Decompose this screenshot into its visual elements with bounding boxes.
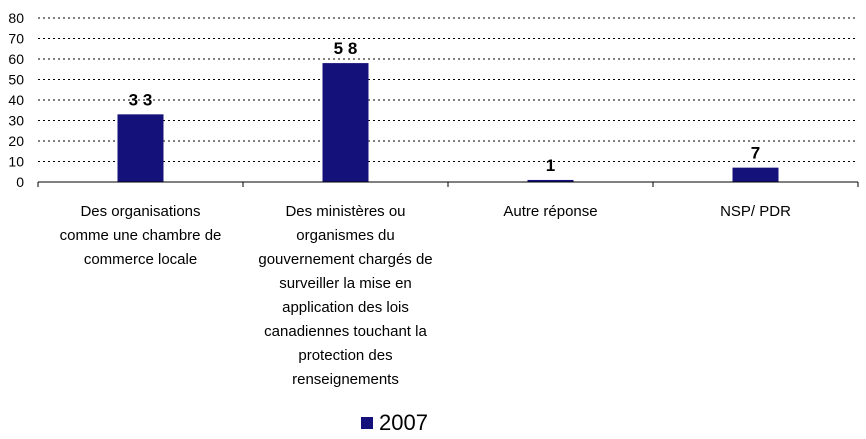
- data-label: 5 8: [334, 39, 358, 58]
- legend: 2007: [361, 410, 428, 436]
- y-tick-label: 0: [16, 174, 24, 190]
- x-category-label: Autre réponse: [503, 203, 598, 220]
- y-tick-label: 30: [8, 113, 24, 129]
- bar: [322, 63, 369, 182]
- y-tick-label: 80: [8, 10, 24, 26]
- gridlines: [38, 17, 858, 162]
- legend-swatch-2007: [361, 417, 373, 429]
- y-tick-label: 60: [8, 51, 24, 67]
- y-tick-label: 20: [8, 133, 24, 149]
- x-category-label: Des organisations comme une chambre de c…: [59, 203, 222, 268]
- legend-label-2007: 2007: [379, 410, 428, 435]
- axes: [37, 181, 859, 187]
- data-labels: 3 3 5 8 1 7: [129, 39, 761, 175]
- bar: [117, 114, 164, 182]
- bar: [732, 167, 779, 182]
- y-tick-label: 50: [8, 72, 24, 88]
- data-label: 7: [751, 144, 760, 163]
- x-category-label: NSP/ PDR: [720, 203, 791, 220]
- data-label: 1: [546, 156, 555, 175]
- y-tick-label: 10: [8, 154, 24, 170]
- x-category-label: Des ministères ou organismes du gouverne…: [258, 203, 433, 388]
- bar: [527, 179, 574, 182]
- data-label: 3 3: [129, 90, 153, 109]
- y-tick-label: 40: [8, 92, 24, 108]
- y-tick-label: 70: [8, 31, 24, 47]
- bars: [117, 63, 779, 182]
- y-axis-tick-labels: 0 10 20 30 40 50 60 70 80: [8, 10, 24, 190]
